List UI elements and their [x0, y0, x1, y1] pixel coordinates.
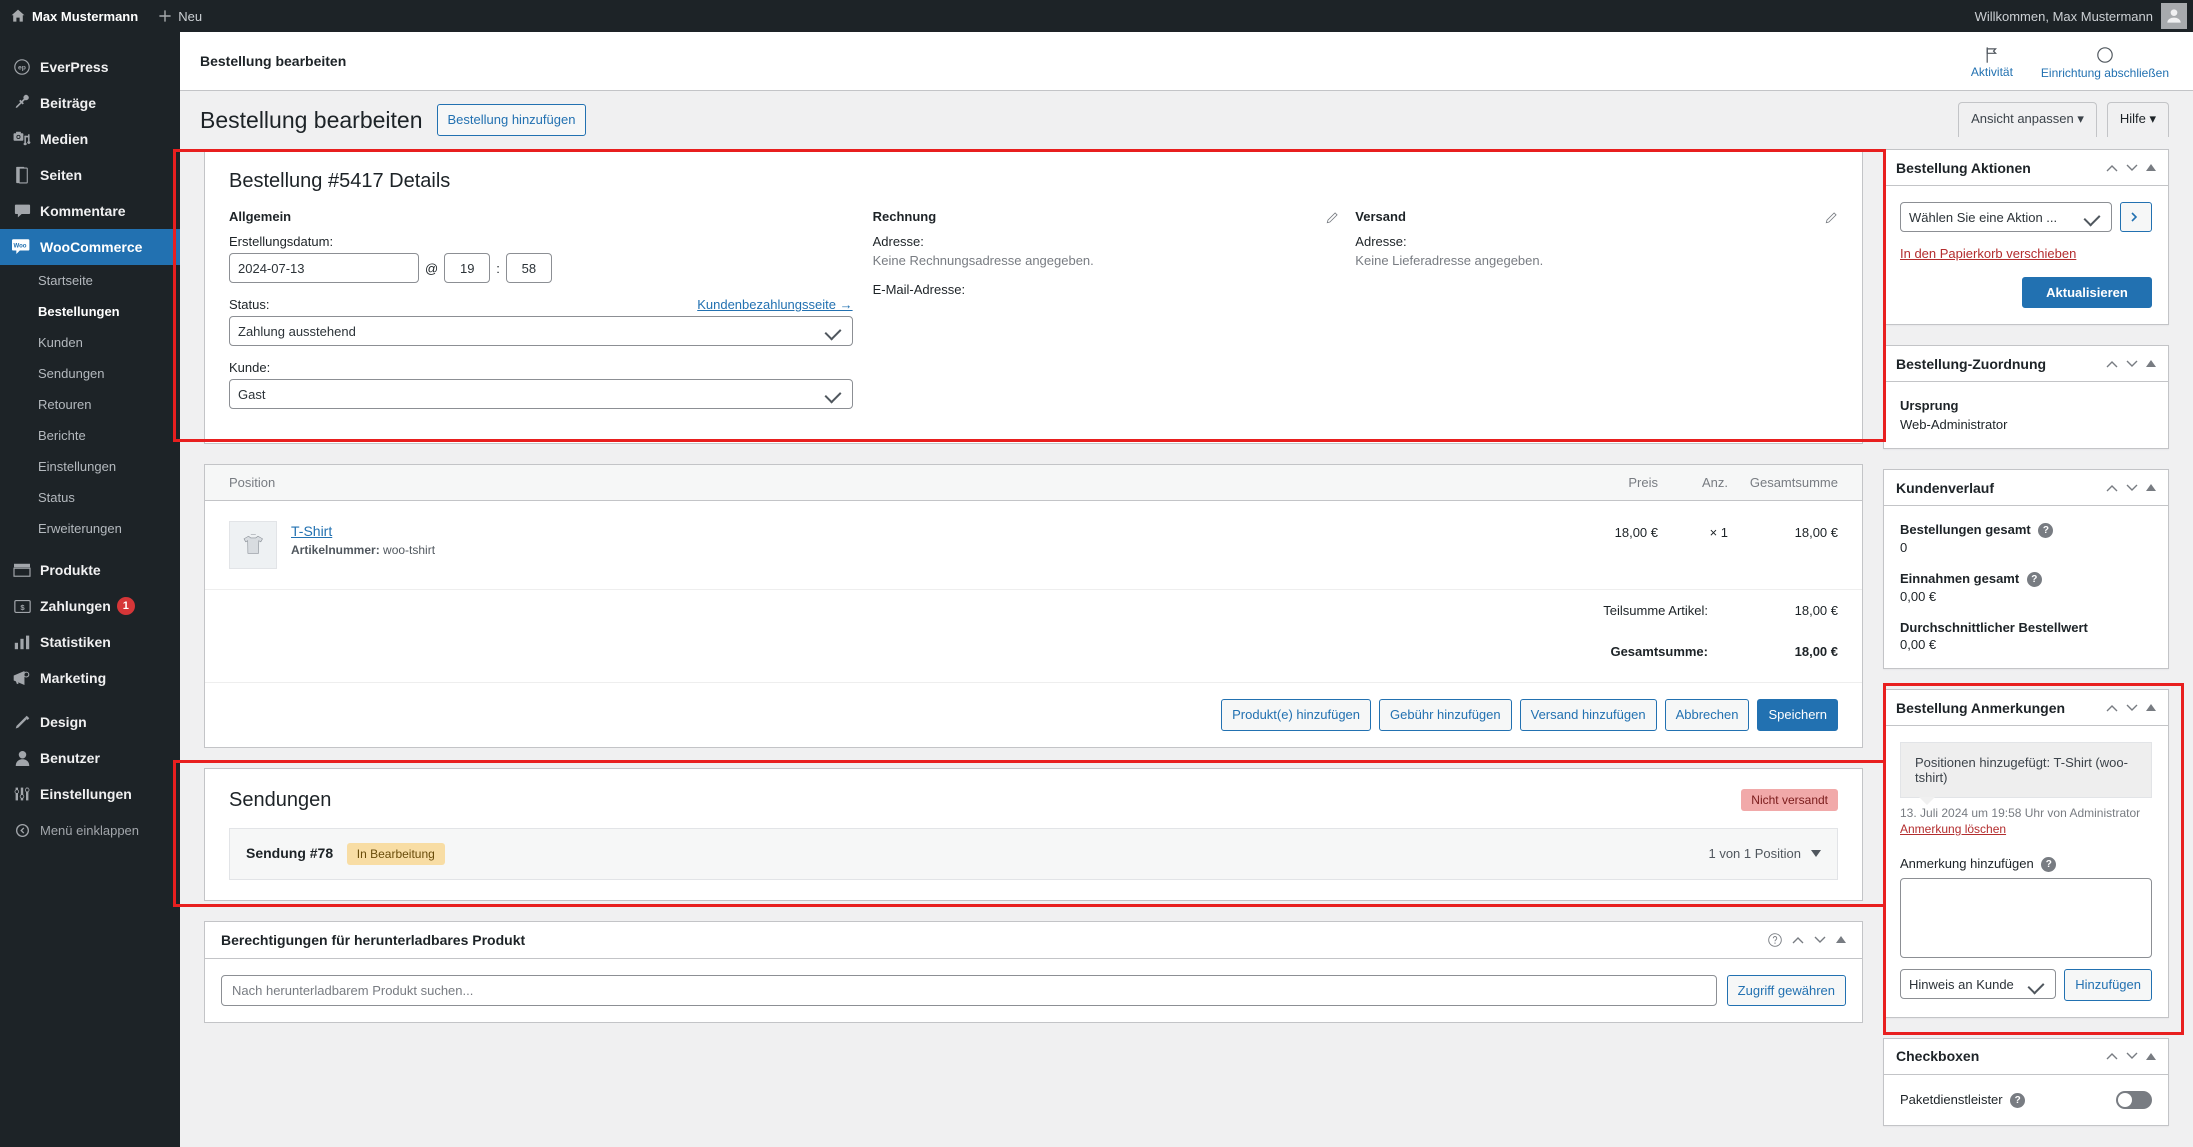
svg-text:ep: ep — [18, 65, 26, 72]
svg-text:Woo: Woo — [13, 242, 26, 249]
svg-text:$: $ — [20, 602, 25, 611]
